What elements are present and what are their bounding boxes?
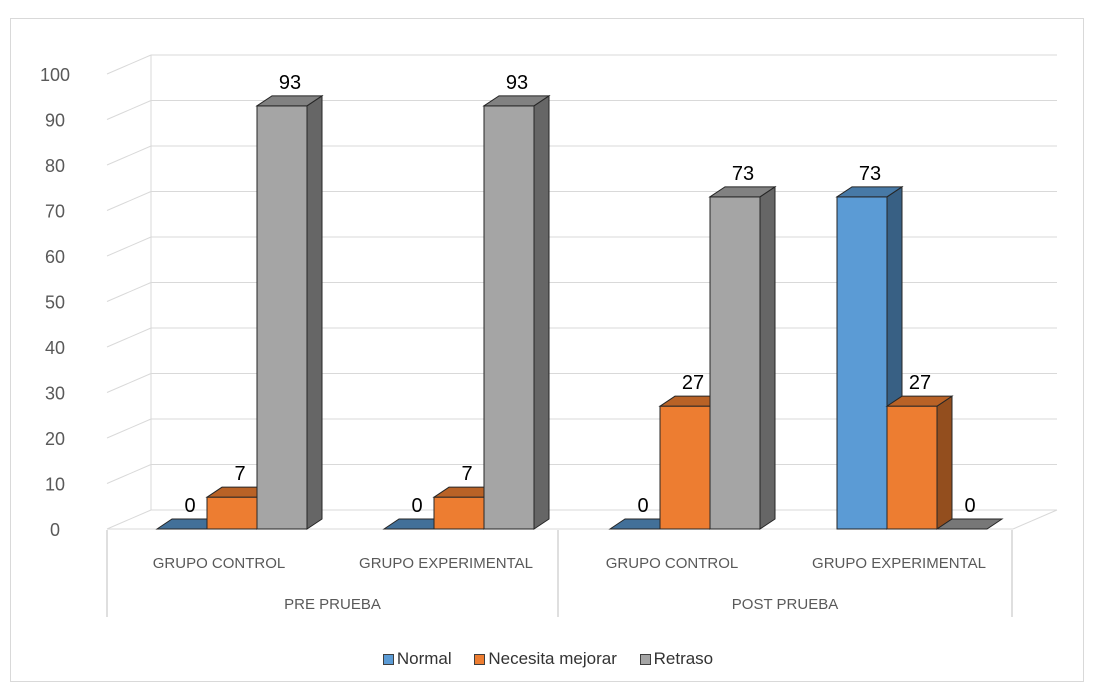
legend-item-retraso: Retraso (639, 648, 714, 669)
data-label: 7 (461, 463, 472, 485)
bar-top (255, 95, 324, 107)
bar-front (206, 496, 258, 530)
x-tick-label: GRUPO CONTROL (606, 555, 739, 572)
x-group-label: POST PRUEBA (732, 596, 838, 613)
y-tick-label: 30 (45, 384, 65, 404)
y-axis: 0 10 20 30 40 50 60 70 80 90 100 (40, 65, 70, 540)
x-tick-label: GRUPO EXPERIMENTAL (812, 555, 986, 572)
gridline-side (106, 100, 152, 120)
bar-top (835, 186, 904, 198)
bar-side (533, 94, 550, 530)
bar-side (759, 185, 776, 530)
x-tick-label: GRUPO EXPERIMENTAL (359, 555, 533, 572)
bar-front (886, 405, 938, 530)
gridline-side (106, 373, 152, 393)
y-tick-label: 20 (45, 429, 65, 449)
gridline-side (106, 236, 152, 257)
gridline-side (106, 418, 152, 439)
data-label: 27 (909, 372, 931, 394)
gridline-side (106, 191, 152, 211)
y-tick-label: 100 (40, 65, 70, 85)
bar-necesita-mejorar (885, 395, 954, 530)
x-group-label: PRE PRUEBA (284, 596, 381, 613)
bar-top (482, 95, 551, 107)
bar-side (936, 395, 953, 530)
y-tick-label: 0 (50, 520, 60, 540)
gridline-side (106, 509, 152, 530)
chart-legend: Normal Necesita mejorar Retraso (0, 648, 1096, 669)
bar-front (709, 196, 761, 530)
data-label: 0 (184, 495, 195, 517)
bar-front (433, 496, 485, 530)
legend-swatch-necesita-mejorar (474, 653, 486, 665)
y-tick-label: 60 (45, 247, 65, 267)
y-tick-label: 50 (45, 293, 65, 313)
data-label: 0 (964, 495, 975, 517)
data-label: 7 (234, 463, 245, 485)
data-label: 0 (411, 495, 422, 517)
bar-top (885, 395, 954, 407)
gridline-side (106, 464, 152, 484)
bar-top (708, 186, 777, 198)
data-label: 73 (732, 163, 754, 185)
y-tick-label: 80 (45, 156, 65, 176)
bar-side (306, 94, 323, 530)
data-label: 93 (506, 72, 528, 94)
legend-swatch-normal (382, 653, 394, 665)
bar-top (935, 518, 1004, 530)
x-axis: GRUPO CONTROL GRUPO EXPERIMENTAL GRUPO CON… (106, 530, 1013, 617)
y-tick-label: 10 (45, 475, 65, 495)
bars (155, 94, 1004, 530)
bar-retraso (482, 94, 551, 530)
y-tick-label: 90 (45, 111, 65, 131)
bar-front (836, 196, 888, 530)
bar-retraso (255, 94, 324, 530)
gridline-side (106, 282, 152, 302)
data-label: 93 (279, 72, 301, 94)
gridline-side (106, 145, 152, 166)
bar-front (659, 405, 711, 530)
gridline-side (106, 327, 152, 348)
legend-item-normal: Normal (382, 648, 452, 669)
y-tick-label: 40 (45, 338, 65, 358)
data-label: 0 (637, 495, 648, 517)
y-tick-label: 70 (45, 202, 65, 222)
data-label: 73 (859, 163, 881, 185)
bar-front (483, 105, 535, 530)
legend-swatch-retraso (639, 653, 651, 665)
legend-label-normal: Normal (396, 648, 452, 668)
bar-retraso (708, 185, 777, 530)
data-labels: 0 0 0 73 7 7 27 27 93 93 73 0 (184, 72, 975, 517)
x-tick-label: GRUPO CONTROL (153, 555, 286, 572)
floor-right-edge (1012, 509, 1058, 530)
gridline-side (106, 54, 152, 75)
legend-label-retraso: Retraso (653, 648, 714, 668)
data-label: 27 (682, 372, 704, 394)
legend-item-necesita-mejorar: Necesita mejorar (474, 649, 617, 669)
bar-retraso (935, 518, 1004, 530)
legend-label-necesita-mejorar: Necesita mejorar (488, 648, 617, 668)
bar-front (256, 105, 308, 530)
